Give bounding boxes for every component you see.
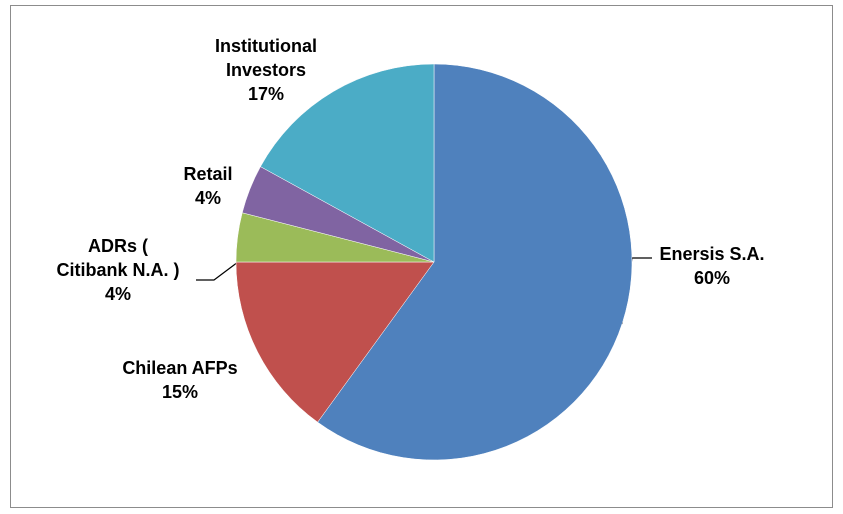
pie-slice [317,63,633,461]
leader-line [196,261,239,281]
value-label: 4% [194,188,221,208]
slice-label: Retail 4% [168,162,248,210]
pie-slice [235,261,435,423]
category-label: Enersis S.A. [659,244,765,264]
category-label: Chilean AFPs [122,358,238,378]
value-label: 60% [693,268,731,288]
slice-label: Enersis S.A. 60% [642,242,782,290]
pie-slice [260,63,435,263]
value-label: 15% [161,382,199,402]
value-label: 4% [104,284,131,304]
slice-label: ADRs ( Citibank N.A. ) 4% [53,234,183,306]
category-label: Institutional Investors [215,36,317,80]
slice-label: Chilean AFPs 15% [100,356,260,404]
category-label: Retail [183,164,233,184]
slice-label: Institutional Investors 17% [191,34,341,106]
category-label: ADRs ( Citibank N.A. ) [56,236,180,280]
value-label: 17% [247,84,285,104]
